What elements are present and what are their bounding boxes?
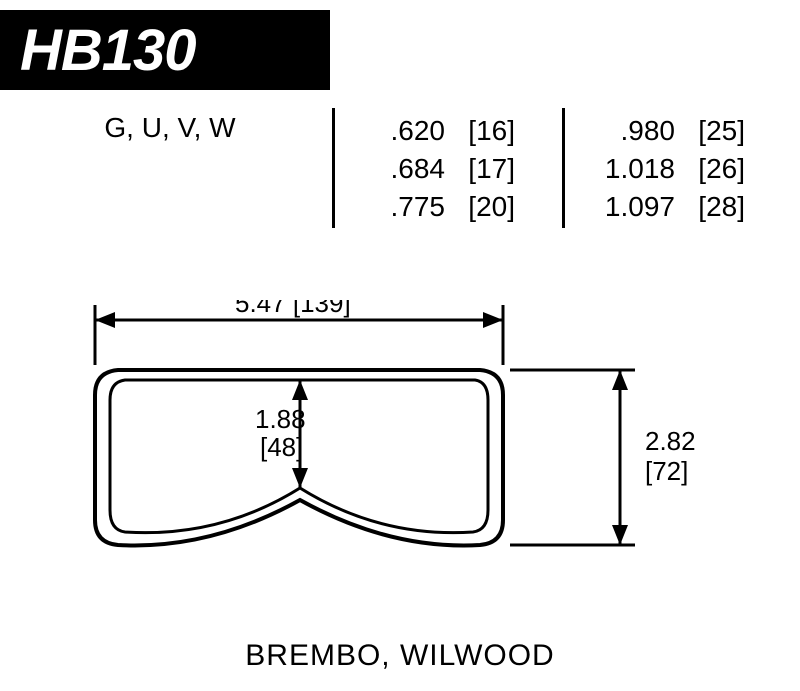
thickness-mm: [16] <box>445 112 515 150</box>
width-label: 5.47 [139] <box>235 300 351 318</box>
height-dimension <box>510 370 635 545</box>
inner-label-in: 1.88 <box>255 404 306 434</box>
thickness-mm: [20] <box>445 188 515 226</box>
thickness-mm: [17] <box>445 150 515 188</box>
thickness-mm: [25] <box>675 112 745 150</box>
brake-pad-diagram: 5.47 [139] 1.88 [48] 2.82 [72] <box>60 300 740 640</box>
thickness-mm: [26] <box>675 150 745 188</box>
part-number: HB130 <box>20 17 196 84</box>
height-label-mm: [72] <box>645 456 688 486</box>
thickness-in: .980 <box>570 112 675 150</box>
spec-table: G, U, V, W .620 [16] .684 [17] .775 [20]… <box>0 112 800 232</box>
thickness-col-2: .980 [25] 1.018 [26] 1.097 [28] <box>570 112 770 226</box>
thickness-in: .684 <box>350 150 445 188</box>
thickness-in: .775 <box>350 188 445 226</box>
table-row: .775 [20] <box>350 188 550 226</box>
table-row: .980 [25] <box>570 112 770 150</box>
title-band: HB130 <box>0 10 330 90</box>
inner-label-mm: [48] <box>260 432 303 462</box>
compound-letters: G, U, V, W <box>70 112 270 144</box>
thickness-in: 1.097 <box>570 188 675 226</box>
table-row: .620 [16] <box>350 112 550 150</box>
table-row: 1.018 [26] <box>570 150 770 188</box>
thickness-in: 1.018 <box>570 150 675 188</box>
thickness-col-1: .620 [16] .684 [17] .775 [20] <box>350 112 550 226</box>
table-row: .684 [17] <box>350 150 550 188</box>
brand-label: BREMBO, WILWOOD <box>0 639 800 673</box>
thickness-in: .620 <box>350 112 445 150</box>
table-row: 1.097 [28] <box>570 188 770 226</box>
height-label-in: 2.82 <box>645 426 696 456</box>
compound-column: G, U, V, W <box>70 112 270 144</box>
thickness-mm: [28] <box>675 188 745 226</box>
